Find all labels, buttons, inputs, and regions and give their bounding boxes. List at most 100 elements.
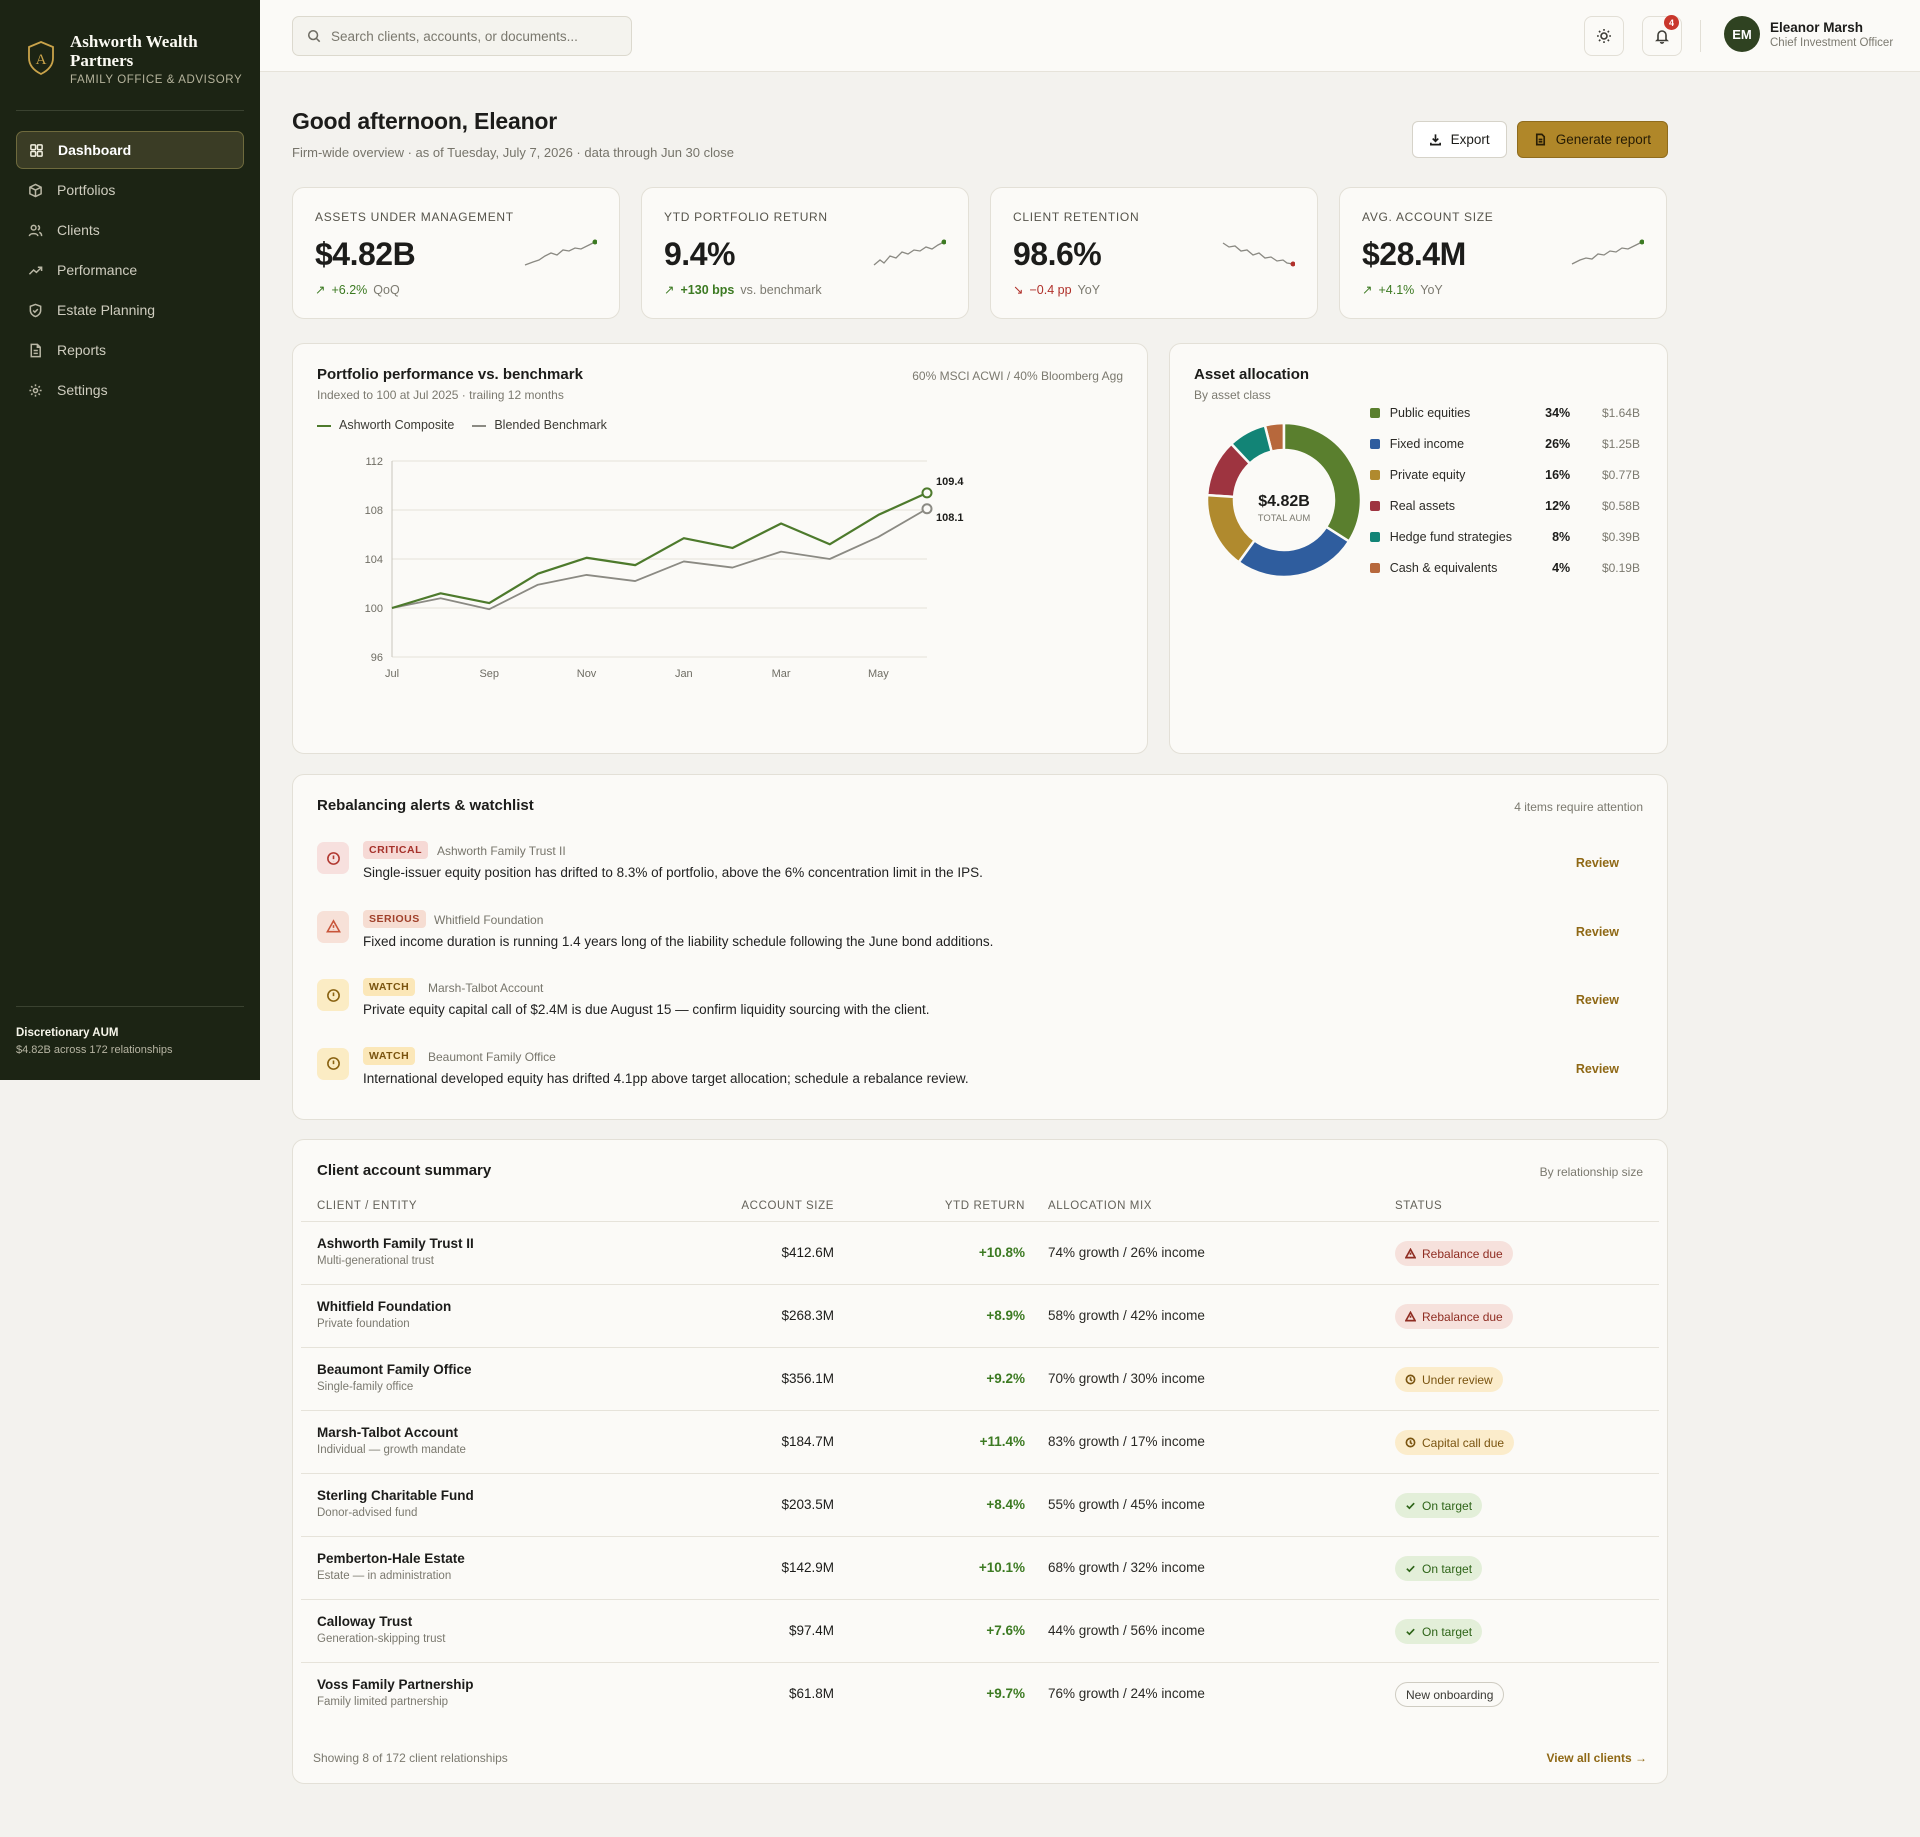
table-row[interactable]: Calloway Trust Generation-skipping trust $… xyxy=(301,1599,1659,1662)
card-title: Portfolio performance vs. benchmark xyxy=(317,366,583,383)
theme-toggle-button[interactable] xyxy=(1584,16,1624,56)
donut-slice[interactable] xyxy=(1205,493,1257,565)
export-button[interactable]: Export xyxy=(1411,121,1507,158)
aum-detail: $4.82B across 172 relationships xyxy=(16,1044,173,1056)
column-header-allocation-mix[interactable]: ALLOCATION MIX xyxy=(1048,1200,1153,1212)
users-icon xyxy=(28,224,43,236)
client-name[interactable]: Beaumont Family Office xyxy=(317,1362,472,1377)
card-subtitle: By asset class xyxy=(1194,388,1271,402)
severity-badge: WATCH xyxy=(363,1046,416,1065)
sidebar-item-portfolios[interactable]: Portfolios xyxy=(16,171,244,209)
review-button[interactable]: Review xyxy=(1575,993,1619,1007)
client-name[interactable]: Voss Family Partnership xyxy=(317,1677,474,1692)
alert-message: Fixed income duration is running 1.4 yea… xyxy=(363,933,994,949)
allocation-legend-item[interactable]: Hedge fund strategies 8% $0.39B xyxy=(1370,530,1640,544)
kpi-card-aum[interactable]: ASSETS UNDER MANAGEMENT $4.82B ↗ +6.2% Q… xyxy=(292,187,620,319)
donut-center-label: TOTAL AUM xyxy=(1258,513,1311,524)
allocation-legend-item[interactable]: Private equity 16% $0.77B xyxy=(1370,468,1640,482)
donut-slice[interactable] xyxy=(1236,525,1351,579)
alerts-count-note: 4 items require attention xyxy=(1514,800,1643,814)
series-end-label: 109.4 xyxy=(936,476,964,488)
sidebar-item-settings[interactable]: Settings xyxy=(16,371,244,409)
allocation-percent: 12% xyxy=(1545,499,1571,513)
x-tick-label: Jan xyxy=(675,668,693,680)
account-size: $97.4M xyxy=(788,1623,834,1638)
allocation-mix: 58% growth / 42% income xyxy=(1048,1308,1205,1323)
sidebar-item-performance[interactable]: Performance xyxy=(16,251,244,289)
kpi-card-ytd-return[interactable]: YTD PORTFOLIO RETURN 9.4% ↗ +130 bps vs.… xyxy=(641,187,969,319)
allocation-legend-item[interactable]: Fixed income 26% $1.25B xyxy=(1370,437,1640,451)
allocation-legend-item[interactable]: Real assets 12% $0.58B xyxy=(1370,499,1640,513)
sort-note[interactable]: By relationship size xyxy=(1539,1165,1643,1179)
ytd-return: +8.4% xyxy=(986,1497,1025,1512)
alert-circle-icon xyxy=(317,842,349,874)
legend-label: Blended Benchmark xyxy=(494,418,607,432)
allocation-mix: 76% growth / 24% income xyxy=(1048,1686,1205,1701)
legend-item[interactable]: Blended Benchmark xyxy=(472,418,607,432)
client-cell: Marsh-Talbot Account Individual — growth … xyxy=(317,1425,466,1456)
sidebar-item-clients[interactable]: Clients xyxy=(16,211,244,249)
user-menu[interactable]: EM Eleanor Marsh Chief Investment Office… xyxy=(1724,16,1893,52)
table-row[interactable]: Sterling Charitable Fund Donor-advised fu… xyxy=(301,1473,1659,1536)
review-button[interactable]: Review xyxy=(1575,856,1619,870)
sun-icon xyxy=(1597,29,1611,43)
page-title: Good afternoon, Eleanor xyxy=(292,108,558,134)
column-header-ytd-return[interactable]: YTD RETURN xyxy=(944,1200,1025,1212)
column-header-account-size[interactable]: ACCOUNT SIZE xyxy=(741,1200,834,1212)
sidebar-item-label: Dashboard xyxy=(58,142,132,158)
topbar: Search clients, accounts, or documents..… xyxy=(260,0,1920,72)
sidebar-item-dashboard[interactable]: Dashboard xyxy=(16,131,244,169)
alert-item: WATCH Beaumont Family Office International… xyxy=(317,1046,1643,1098)
review-button[interactable]: Review xyxy=(1575,1061,1619,1076)
account-size: $412.6M xyxy=(781,1245,834,1260)
sidebar: A Ashworth Wealth Partners FAMILY OFFICE … xyxy=(0,0,260,1080)
allocation-value: $0.58B xyxy=(1601,499,1640,513)
kpi-card-avg-account-size[interactable]: AVG. ACCOUNT SIZE $28.4M ↗ +4.1% YoY xyxy=(1339,187,1667,319)
table-row[interactable]: Whitfield Foundation Private foundation $2… xyxy=(301,1284,1659,1347)
review-button[interactable]: Review xyxy=(1575,924,1619,939)
legend-item[interactable]: Ashworth Composite xyxy=(317,418,454,432)
column-header-status[interactable]: STATUS xyxy=(1395,1200,1443,1212)
kpi-label: AVG. ACCOUNT SIZE xyxy=(1362,210,1494,224)
notification-count-badge: 4 xyxy=(1664,15,1679,30)
table-footer: Showing 8 of 172 client relationships Vi… xyxy=(313,1751,1647,1765)
donut-slice[interactable] xyxy=(1282,421,1363,543)
allocation-legend-item[interactable]: Public equities 34% $1.64B xyxy=(1370,406,1640,420)
ytd-return: +10.8% xyxy=(978,1245,1025,1260)
status-label: On target xyxy=(1422,1624,1473,1639)
table-row[interactable]: Marsh-Talbot Account Individual — growth … xyxy=(301,1410,1659,1473)
sidebar-item-estate-planning[interactable]: Estate Planning xyxy=(16,291,244,329)
kpi-value: $4.82B xyxy=(315,236,416,272)
donut-slice[interactable] xyxy=(1205,442,1252,499)
view-all-clients-link[interactable]: View all clients → xyxy=(1546,1751,1648,1765)
table-row[interactable]: Voss Family Partnership Family limited pa… xyxy=(301,1662,1659,1725)
client-name[interactable]: Pemberton-Hale Estate xyxy=(317,1551,465,1566)
legend-swatch xyxy=(1370,408,1380,418)
sidebar-item-reports[interactable]: Reports xyxy=(16,331,244,369)
notifications-button[interactable]: 4 xyxy=(1642,15,1682,56)
legend-swatch xyxy=(1370,439,1380,449)
trend-down-icon: ↘ xyxy=(1013,283,1024,297)
allocation-legend-item[interactable]: Cash & equivalents 4% $0.19B xyxy=(1370,561,1640,575)
kpi-card-client-retention[interactable]: CLIENT RETENTION 98.6% ↘ −0.4 pp YoY xyxy=(990,187,1318,319)
series-end-point[interactable] xyxy=(921,503,933,515)
column-header-client[interactable]: CLIENT / ENTITY xyxy=(317,1200,418,1212)
search-input[interactable]: Search clients, accounts, or documents..… xyxy=(292,16,632,56)
table-row[interactable]: Beaumont Family Office Single-family offi… xyxy=(301,1347,1659,1410)
sparkline xyxy=(1571,239,1644,265)
client-type: Estate — in administration xyxy=(317,1570,452,1582)
client-name[interactable]: Calloway Trust xyxy=(317,1614,413,1629)
client-name[interactable]: Marsh-Talbot Account xyxy=(317,1425,458,1440)
table-row[interactable]: Pemberton-Hale Estate Estate — in adminis… xyxy=(301,1536,1659,1599)
trend-up-icon: ↗ xyxy=(664,283,675,297)
allocation-percent: 4% xyxy=(1552,561,1571,575)
trend-up-icon: ↗ xyxy=(315,283,326,297)
client-type: Multi-generational trust xyxy=(317,1255,434,1267)
table-row[interactable]: Ashworth Family Trust II Multi-generation… xyxy=(301,1221,1659,1284)
generate-report-button[interactable]: Generate report xyxy=(1516,121,1668,158)
client-name[interactable]: Ashworth Family Trust II xyxy=(317,1236,474,1251)
client-name[interactable]: Whitfield Foundation xyxy=(317,1299,452,1314)
client-name[interactable]: Sterling Charitable Fund xyxy=(317,1488,474,1503)
ytd-return: +9.7% xyxy=(986,1686,1025,1701)
series-end-point[interactable] xyxy=(921,487,933,499)
